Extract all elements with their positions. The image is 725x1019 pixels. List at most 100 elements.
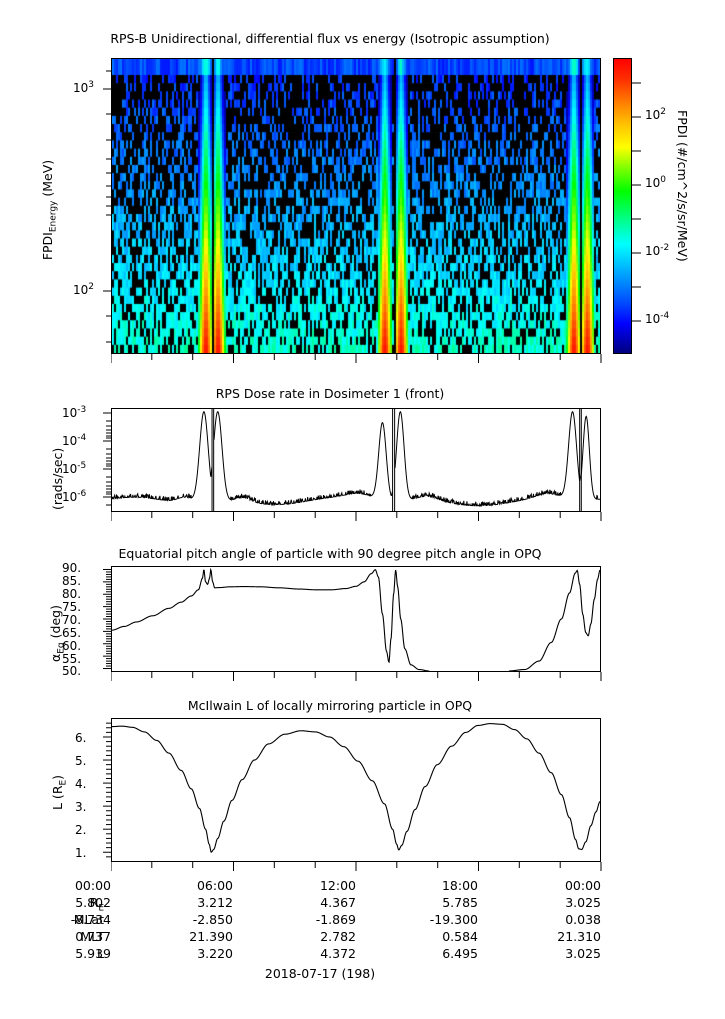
ephemeris-mlt-value: 2.782	[320, 929, 356, 944]
ephemeris-mlat-row: MLat -8.734 -2.850 -1.869 -19.300 0.038	[0, 912, 640, 929]
ephemeris-r-value: 3.025	[565, 895, 601, 910]
pitch-angle-title: Equatorial pitch angle of particle with …	[118, 546, 542, 561]
ephemeris-mlt-value: 21.390	[189, 929, 233, 944]
pitch-angle-ytick-90: 90.	[62, 561, 82, 575]
dose-rate-yticks	[103, 412, 111, 506]
ytick-text: 10	[62, 462, 78, 476]
l-ylabel-close: )	[50, 774, 65, 780]
cbtick-text: 10	[645, 176, 661, 190]
cbtick-text: 10	[645, 244, 661, 258]
ephemeris-l-value: 6.495	[442, 946, 478, 961]
cbtick-text: 10	[645, 312, 661, 326]
ephemeris-time-value: 00:00	[74, 878, 111, 893]
mcilwain-l-ytick-2: 2.	[75, 823, 87, 837]
ytick-text: 10	[73, 283, 89, 297]
pitch-angle-ytick-50: 50.	[62, 664, 82, 678]
cbtick-exp: -2	[660, 243, 670, 253]
mcilwain-l-yticks	[103, 722, 111, 858]
dose-rate-ytick-1em4: 10-4	[62, 433, 87, 449]
mcilwain-l-xticks	[111, 862, 602, 871]
ephemeris-l-value: 3.025	[565, 946, 601, 961]
pitch-angle-ytick-85: 85.	[62, 574, 82, 588]
ephemeris-time-value: 00:00	[564, 878, 601, 893]
colorbar-label: FPDI (#/cm^2/s/sr/MeV)	[675, 110, 725, 262]
ephemeris-l-label: L	[97, 946, 104, 961]
ephemeris-r-value: 5.785	[442, 895, 478, 910]
dose-rate-ytick-1em6: 10-6	[62, 490, 86, 505]
l-ylabel-main: L (R	[50, 785, 65, 811]
ephemeris-l-row: L 5.939 3.220 4.372 6.495 3.025	[0, 946, 640, 963]
dose-rate-ytick-1em5: 10-5	[62, 461, 87, 477]
pitch-angle-ytick-70: 70.	[62, 613, 82, 627]
ytick-exp: 2	[88, 282, 95, 292]
pitch-angle-plot-area[interactable]	[111, 566, 601, 672]
mcilwain-l-ytick-4: 4.	[75, 777, 87, 791]
pitch-angle-xticks	[111, 672, 602, 681]
colorbar-label-text: FPDI (#/cm^2/s/sr/MeV)	[675, 110, 690, 262]
spectrogram-ylabel-sub: Energy	[48, 200, 59, 233]
dose-rate-title: RPS Dose rate in Dosimeter 1 (front)	[215, 386, 445, 401]
pitch-ylabel-unit: (deg)	[48, 605, 63, 643]
ephemeris-time-value: 06:00	[196, 878, 233, 893]
ephemeris-mlat-label: MLat	[73, 912, 104, 927]
ytick-exp: 3	[88, 80, 95, 90]
spectrogram-xticks	[111, 354, 602, 363]
ephemeris-mlt-value: 21.310	[557, 929, 601, 944]
ytick-text: 10	[62, 434, 78, 448]
ephemeris-l-value: 4.372	[320, 946, 356, 961]
ephemeris-mlat-value: 0.038	[565, 912, 601, 927]
mcilwain-l-ytick-1: 1.	[75, 846, 87, 860]
ephemeris-r-value: 5.802	[75, 895, 111, 910]
cbtick-exp: -4	[660, 311, 670, 321]
pitch-angle-ytick-60: 60.	[62, 639, 82, 653]
pitch-angle-ytick-75: 75.	[62, 600, 82, 614]
ephemeris-time-value: 18:00	[441, 878, 478, 893]
colorbar-tick-1em2: 10-2	[645, 243, 670, 259]
ephemeris-mlt-value: 0.584	[442, 929, 478, 944]
mcilwain-l-title: McIlwain L of locally mirroring particle…	[187, 698, 473, 713]
ephemeris-mlt-row: MLT 0.737 21.390 2.782 0.584 21.310	[0, 929, 640, 946]
pitch-angle-ytick-55: 55.	[62, 652, 82, 666]
colorbar-tick-1e0: 100	[645, 175, 667, 191]
ephemeris-l-value: 3.220	[197, 946, 233, 961]
ytick-text: 10	[62, 406, 78, 420]
colorbar-tick-1e2: 102	[645, 107, 667, 123]
ephemeris-time-row: 00:00 06:00 12:00 18:00 00:00	[0, 878, 640, 895]
cbtick-text: 10	[645, 108, 661, 122]
ephemeris-mlat-value: -19.300	[429, 912, 478, 927]
pitch-angle-ytick-80: 80.	[62, 587, 82, 601]
pitch-angle-ytick-65: 65.	[62, 626, 82, 640]
ephemeris-r-label: RE	[89, 895, 104, 914]
l-ylabel-sub: E	[58, 779, 69, 786]
colorbar-tick-1em4: 10-4	[645, 311, 670, 327]
pitch-angle-yticks	[103, 568, 111, 670]
spectrogram-ytick-100: 102	[73, 282, 95, 298]
ephemeris-mlt-label: MLT	[80, 929, 104, 944]
cbtick-exp: 2	[660, 107, 667, 117]
spectrogram-plot-area[interactable]	[111, 58, 601, 354]
dose-rate-xticks	[111, 512, 602, 521]
colorbar	[613, 58, 632, 354]
ephemeris-mlat-value: -1.869	[315, 912, 356, 927]
spectrogram-ylabel-main: FPDI	[40, 232, 55, 261]
spectrogram-title: RPS-B Unidirectional, differential flux …	[110, 31, 550, 46]
mcilwain-l-ytick-5: 5.	[75, 754, 87, 768]
ytick-exp: -5	[77, 461, 87, 471]
ephemeris-r-row: RE 5.802 3.212 4.367 5.785 3.025	[0, 895, 640, 914]
dose-rate-ytick-1em3: 10-3	[62, 406, 86, 421]
ephemeris-time-value: 12:00	[319, 878, 356, 893]
mcilwain-l-plot-area[interactable]	[111, 718, 601, 862]
spectrogram-ytick-1000: 103	[73, 80, 95, 96]
ephemeris-mlat-value: -8.734	[70, 912, 111, 927]
ytick-exp: -4	[77, 433, 87, 443]
ephemeris-r-value: 3.212	[197, 895, 233, 910]
cbtick-exp: 0	[660, 175, 667, 185]
mcilwain-l-ytick-3: 3.	[75, 800, 87, 814]
dose-rate-plot-area[interactable]	[111, 408, 601, 512]
mcilwain-l-ytick-6: 6.	[75, 731, 87, 745]
ytick-text: 10	[62, 490, 78, 504]
ytick-text: 10	[73, 81, 89, 95]
date-label: 2018-07-17 (198)	[264, 966, 376, 981]
spectrogram-axis-ticks	[103, 70, 111, 343]
ephemeris-mlt-value: 0.737	[75, 929, 111, 944]
